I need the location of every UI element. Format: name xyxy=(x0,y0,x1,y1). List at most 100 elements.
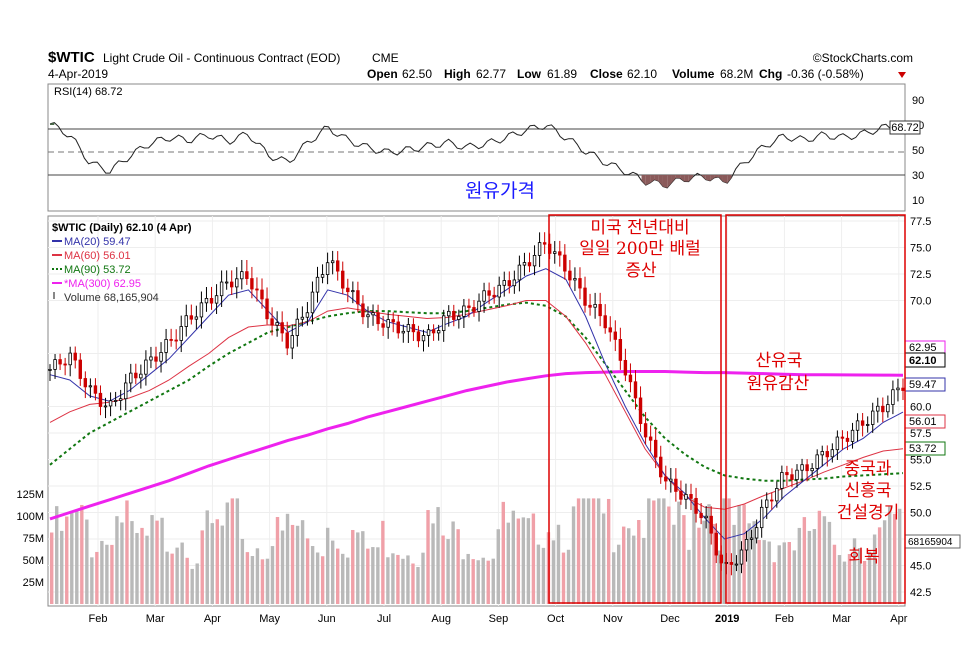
volume-bar xyxy=(371,547,375,604)
volume-bar xyxy=(416,567,420,604)
candle-body xyxy=(558,251,562,256)
rsi-annotation: 원유가격 xyxy=(465,180,535,202)
candle-body xyxy=(224,281,229,284)
rsi-oversold-fill xyxy=(714,175,719,178)
candle-body xyxy=(578,278,582,289)
candle-body xyxy=(285,332,289,349)
volume-bar xyxy=(300,520,305,604)
volume-bar xyxy=(652,500,656,604)
candle-body xyxy=(219,281,224,297)
x-tick-label: Mar xyxy=(832,613,851,625)
volume-bar xyxy=(727,498,731,604)
candle-body xyxy=(356,290,360,305)
rsi-tick-label: 90 xyxy=(912,95,924,107)
close-label: Close xyxy=(590,67,623,81)
volume-bar xyxy=(105,544,109,604)
candle-body xyxy=(189,315,194,320)
volume-bar xyxy=(556,524,561,604)
volume-bar xyxy=(381,520,385,604)
volume-bar xyxy=(250,556,255,604)
candle-body xyxy=(659,456,663,478)
candle-body xyxy=(93,385,98,394)
rsi-oversold-fill xyxy=(675,175,681,179)
candle-body xyxy=(305,312,310,318)
candle-body xyxy=(860,420,865,426)
rsi-oversold-fill xyxy=(650,175,655,183)
volume-bar xyxy=(561,552,566,604)
volume-bar xyxy=(225,502,230,604)
candle-body xyxy=(295,318,300,336)
candle-body xyxy=(825,451,829,458)
candle-body xyxy=(608,327,612,333)
rsi-oversold-fill xyxy=(654,175,659,182)
volume-bar xyxy=(471,559,475,604)
volume-bar xyxy=(536,544,541,604)
volume-bar xyxy=(662,498,666,604)
candle-body xyxy=(593,304,597,308)
brand-label: ©StockCharts.com xyxy=(813,51,913,65)
volume-bar xyxy=(516,518,521,604)
x-tick-label: Sep xyxy=(489,613,509,625)
x-tick-label: Aug xyxy=(431,613,451,625)
volume-bar xyxy=(270,546,275,604)
volume-bar xyxy=(200,530,204,604)
candle-body xyxy=(709,515,713,534)
volume-bar xyxy=(185,557,189,604)
candle-body xyxy=(371,312,375,316)
candle-body xyxy=(588,304,592,308)
annotation-box-2-line2: 원유감산 xyxy=(747,374,810,394)
badge-close-value: 62.10 xyxy=(909,355,937,367)
candle-body xyxy=(704,515,708,519)
volume-bar xyxy=(842,561,847,604)
volume-bar xyxy=(632,535,636,604)
legend-ma300: *MA(300) 62.95 xyxy=(64,278,141,290)
rsi-oversold-fill xyxy=(684,175,689,182)
volume-bar xyxy=(506,522,511,604)
candle-body xyxy=(795,469,799,480)
rsi-oversold-fill xyxy=(727,175,732,184)
candle-body xyxy=(714,532,718,556)
rsi-oversold-fill xyxy=(641,175,646,186)
volume-bar xyxy=(60,530,64,604)
price-tick-label: 50.0 xyxy=(910,508,931,520)
candle-body xyxy=(467,305,471,308)
price-tick-label: 52.5 xyxy=(910,481,931,493)
candle-body xyxy=(265,298,269,320)
volume-bar xyxy=(521,517,526,604)
candle-body xyxy=(542,242,547,245)
volume-bar xyxy=(361,531,365,604)
volume-bar xyxy=(827,521,832,604)
volume-bar xyxy=(421,552,425,604)
volume-tick-label: 125M xyxy=(16,489,44,501)
volume-bar xyxy=(336,548,340,604)
ma90-line xyxy=(49,301,904,482)
x-tick-label: 2019 xyxy=(715,613,739,625)
candle-body xyxy=(780,472,784,489)
candle-body xyxy=(694,497,698,514)
volume-bar xyxy=(411,563,415,604)
candle-body xyxy=(245,271,249,279)
legend-ma20: MA(20) 59.47 xyxy=(64,236,131,248)
candle-body xyxy=(563,254,567,272)
candle-body xyxy=(366,314,370,318)
volume-bar xyxy=(576,498,581,604)
badge-ma60-value: 56.01 xyxy=(909,416,937,428)
volume-bar xyxy=(642,537,646,604)
candle-body xyxy=(275,322,279,326)
x-tick-label: Feb xyxy=(89,613,108,625)
candle-body xyxy=(209,297,214,304)
volume-label: Volume xyxy=(672,67,715,81)
candle-body xyxy=(643,423,648,438)
volume-bar xyxy=(762,540,766,604)
candle-body xyxy=(684,494,688,500)
volume-bar xyxy=(531,513,536,604)
volume-bar xyxy=(115,516,119,604)
volume-bar xyxy=(606,498,611,604)
ma300-line xyxy=(49,370,904,521)
chg-value: -0.36 (-0.58%) xyxy=(787,67,864,81)
volume-bar xyxy=(486,560,490,604)
candle-body xyxy=(88,385,93,388)
candle-body xyxy=(341,270,345,289)
candle-body xyxy=(734,563,739,566)
badge-ma90-value: 53.72 xyxy=(909,443,937,455)
